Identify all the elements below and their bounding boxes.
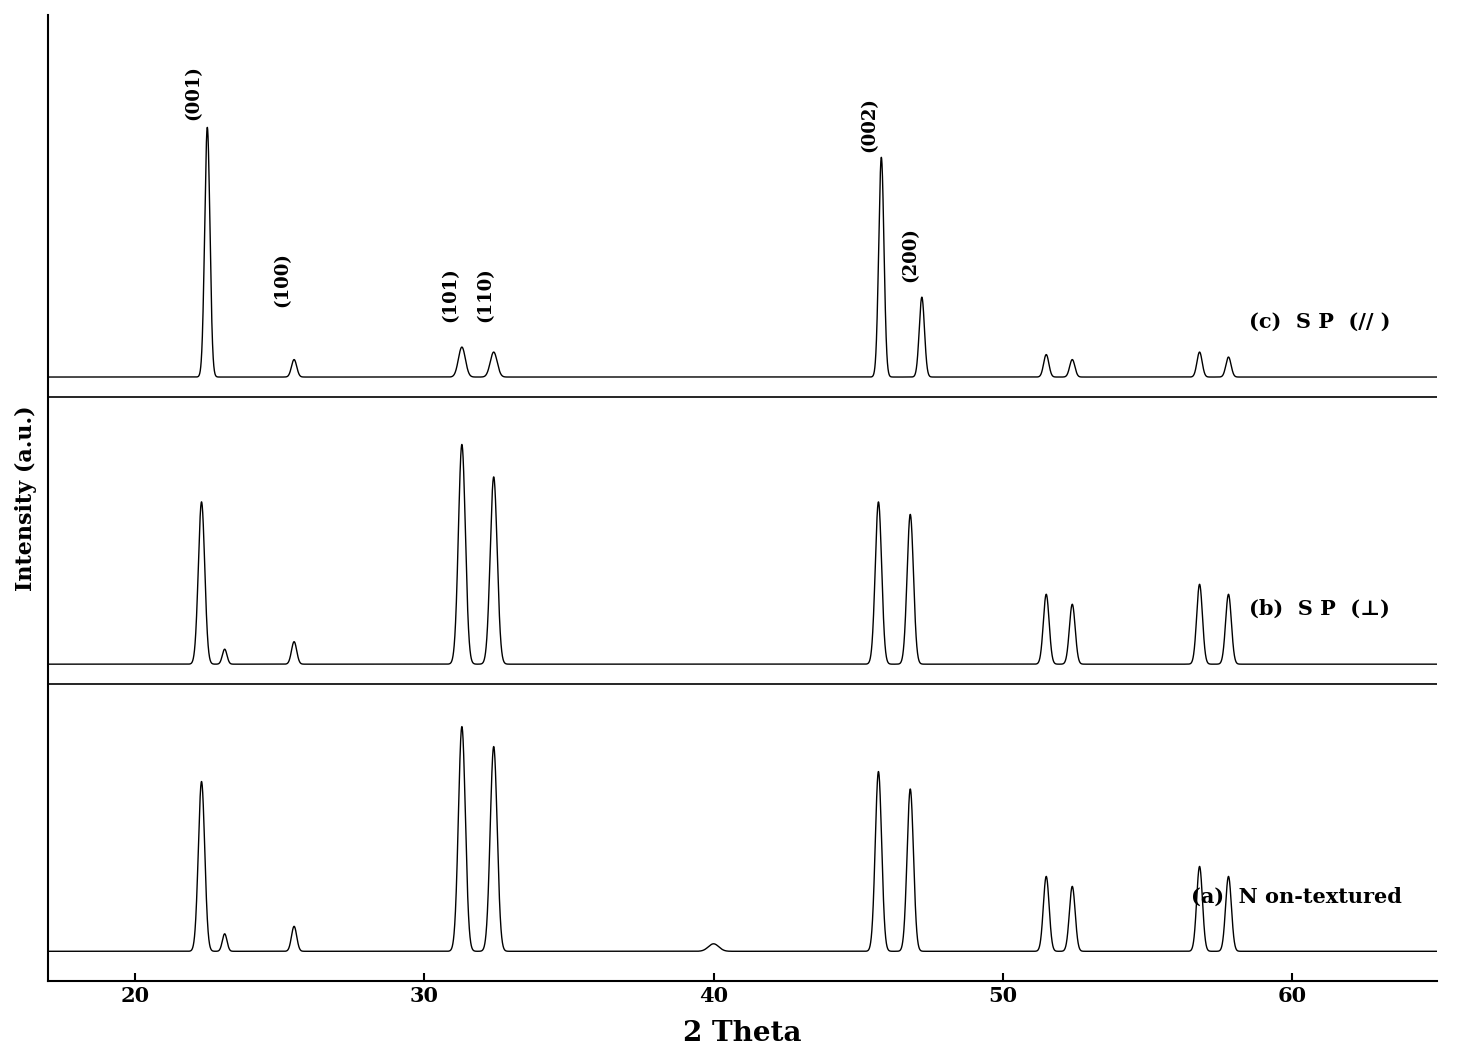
Text: (001): (001) (184, 65, 202, 120)
Text: (110): (110) (477, 268, 494, 322)
Text: (a)  N on-textured: (a) N on-textured (1192, 887, 1402, 906)
Text: (c)  S P  (// ): (c) S P (// ) (1249, 312, 1390, 332)
Text: (200): (200) (901, 227, 920, 282)
Text: (101): (101) (442, 268, 459, 322)
Text: (100): (100) (273, 253, 291, 307)
Y-axis label: Intensity (a.u.): Intensity (a.u.) (15, 406, 37, 590)
Text: (002): (002) (861, 98, 879, 152)
Text: (b)  S P  (⊥): (b) S P (⊥) (1249, 599, 1389, 619)
X-axis label: 2 Theta: 2 Theta (683, 1020, 801, 1047)
